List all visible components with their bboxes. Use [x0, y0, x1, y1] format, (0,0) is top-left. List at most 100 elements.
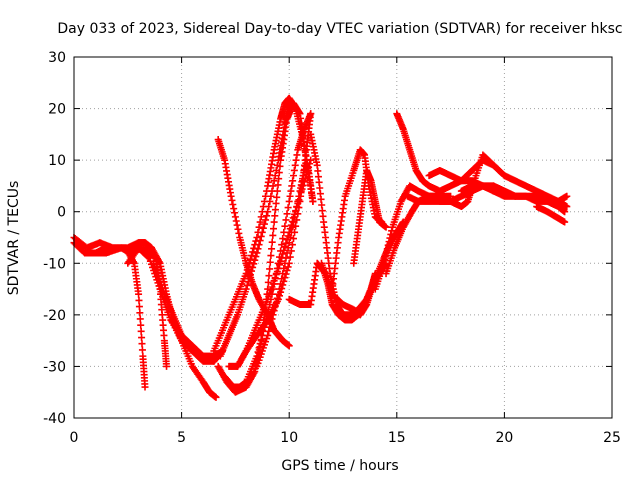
- data-point: [272, 166, 280, 174]
- data-point: [256, 340, 264, 348]
- data-point: [387, 230, 395, 238]
- series-arc-12: [221, 110, 315, 391]
- data-point: [231, 213, 239, 221]
- data-point: [137, 327, 145, 335]
- data-point: [141, 383, 149, 391]
- data-point: [267, 192, 275, 200]
- data-point: [266, 265, 274, 273]
- data-point: [281, 274, 289, 282]
- y-tick-label: 0: [57, 205, 66, 221]
- series-arc-21: [382, 192, 455, 278]
- data-point: [290, 235, 298, 243]
- data-point: [307, 110, 315, 118]
- data-point: [135, 296, 143, 304]
- data-point: [290, 218, 298, 226]
- data-point: [270, 177, 278, 185]
- data-point: [254, 245, 262, 253]
- data-point: [282, 254, 290, 262]
- series-arc-27: [490, 182, 571, 205]
- data-point: [271, 172, 279, 180]
- data-point: [135, 303, 143, 311]
- data-point: [265, 272, 273, 280]
- data-point: [242, 270, 250, 278]
- data-point: [245, 274, 253, 282]
- data-point: [281, 243, 289, 251]
- data-point: [232, 217, 240, 225]
- axis-ticks: [73, 56, 613, 419]
- data-point: [258, 228, 266, 236]
- x-tick-label: 5: [177, 430, 186, 446]
- data-point: [292, 156, 300, 164]
- data-point: [234, 225, 242, 233]
- data-point: [253, 249, 261, 257]
- x-tick-label: 10: [280, 430, 298, 446]
- data-point: [274, 181, 282, 189]
- data-point: [266, 258, 274, 266]
- x-axis-label: GPS time / hours: [281, 458, 398, 474]
- x-tick-label: 0: [70, 430, 79, 446]
- data-point: [382, 252, 390, 260]
- y-axis-label: SDTVAR / TECUs: [6, 181, 22, 296]
- data-point: [385, 238, 393, 246]
- data-point: [309, 197, 317, 205]
- data-point: [136, 315, 144, 323]
- data-point: [257, 232, 265, 240]
- data-point: [282, 216, 290, 224]
- data-point: [286, 192, 294, 200]
- data-point: [266, 323, 274, 331]
- data-point: [272, 199, 280, 207]
- data-point: [386, 234, 394, 242]
- data-point: [287, 187, 295, 195]
- data-point: [250, 260, 258, 268]
- x-tick-label: 15: [388, 430, 406, 446]
- data-point: [284, 263, 292, 271]
- data-point: [267, 319, 275, 327]
- x-tick-label: 25: [603, 430, 621, 446]
- data-point: [281, 259, 289, 267]
- data-point: [293, 203, 301, 211]
- data-point: [229, 200, 237, 208]
- data-point: [388, 227, 396, 235]
- data-point: [268, 238, 276, 246]
- series-arc-17: [317, 259, 379, 324]
- chart-title: Day 033 of 2023, Sidereal Day-to-day VTE…: [57, 21, 622, 37]
- tick-labels: 0 5 10 15 20 25 -40 -30 -20 -10 0 10 20 30: [43, 50, 621, 446]
- data-point: [287, 228, 295, 236]
- data-point: [281, 222, 289, 230]
- data-point: [252, 253, 260, 261]
- data-point: [264, 278, 272, 286]
- data-point: [283, 210, 291, 218]
- data-point: [260, 220, 268, 228]
- data-point: [285, 197, 293, 205]
- data-point: [248, 252, 256, 260]
- data-point: [284, 244, 292, 252]
- y-tick-label: 10: [48, 153, 66, 169]
- data-point: [563, 203, 571, 211]
- data-point: [245, 259, 253, 267]
- data-point: [144, 253, 152, 261]
- data-point: [286, 234, 294, 241]
- data-point: [289, 177, 297, 185]
- data-point: [244, 262, 252, 270]
- data-point: [269, 182, 277, 190]
- data-point: [246, 255, 254, 263]
- data-point: [265, 327, 273, 335]
- series-arc-10: [216, 99, 293, 360]
- data-point: [276, 261, 284, 269]
- series-arc-19: [350, 166, 390, 267]
- data-point: [285, 99, 293, 107]
- data-point: [228, 196, 236, 204]
- data-point: [271, 212, 279, 220]
- data-point: [265, 203, 273, 211]
- data-point: [382, 223, 390, 231]
- data-point: [251, 256, 259, 264]
- data-point: [269, 231, 277, 239]
- data-point: [235, 229, 243, 237]
- data-point: [243, 266, 251, 274]
- data-point: [256, 237, 264, 245]
- y-tick-label: -20: [43, 308, 66, 324]
- data-point: [291, 161, 299, 169]
- data-point: [561, 208, 569, 216]
